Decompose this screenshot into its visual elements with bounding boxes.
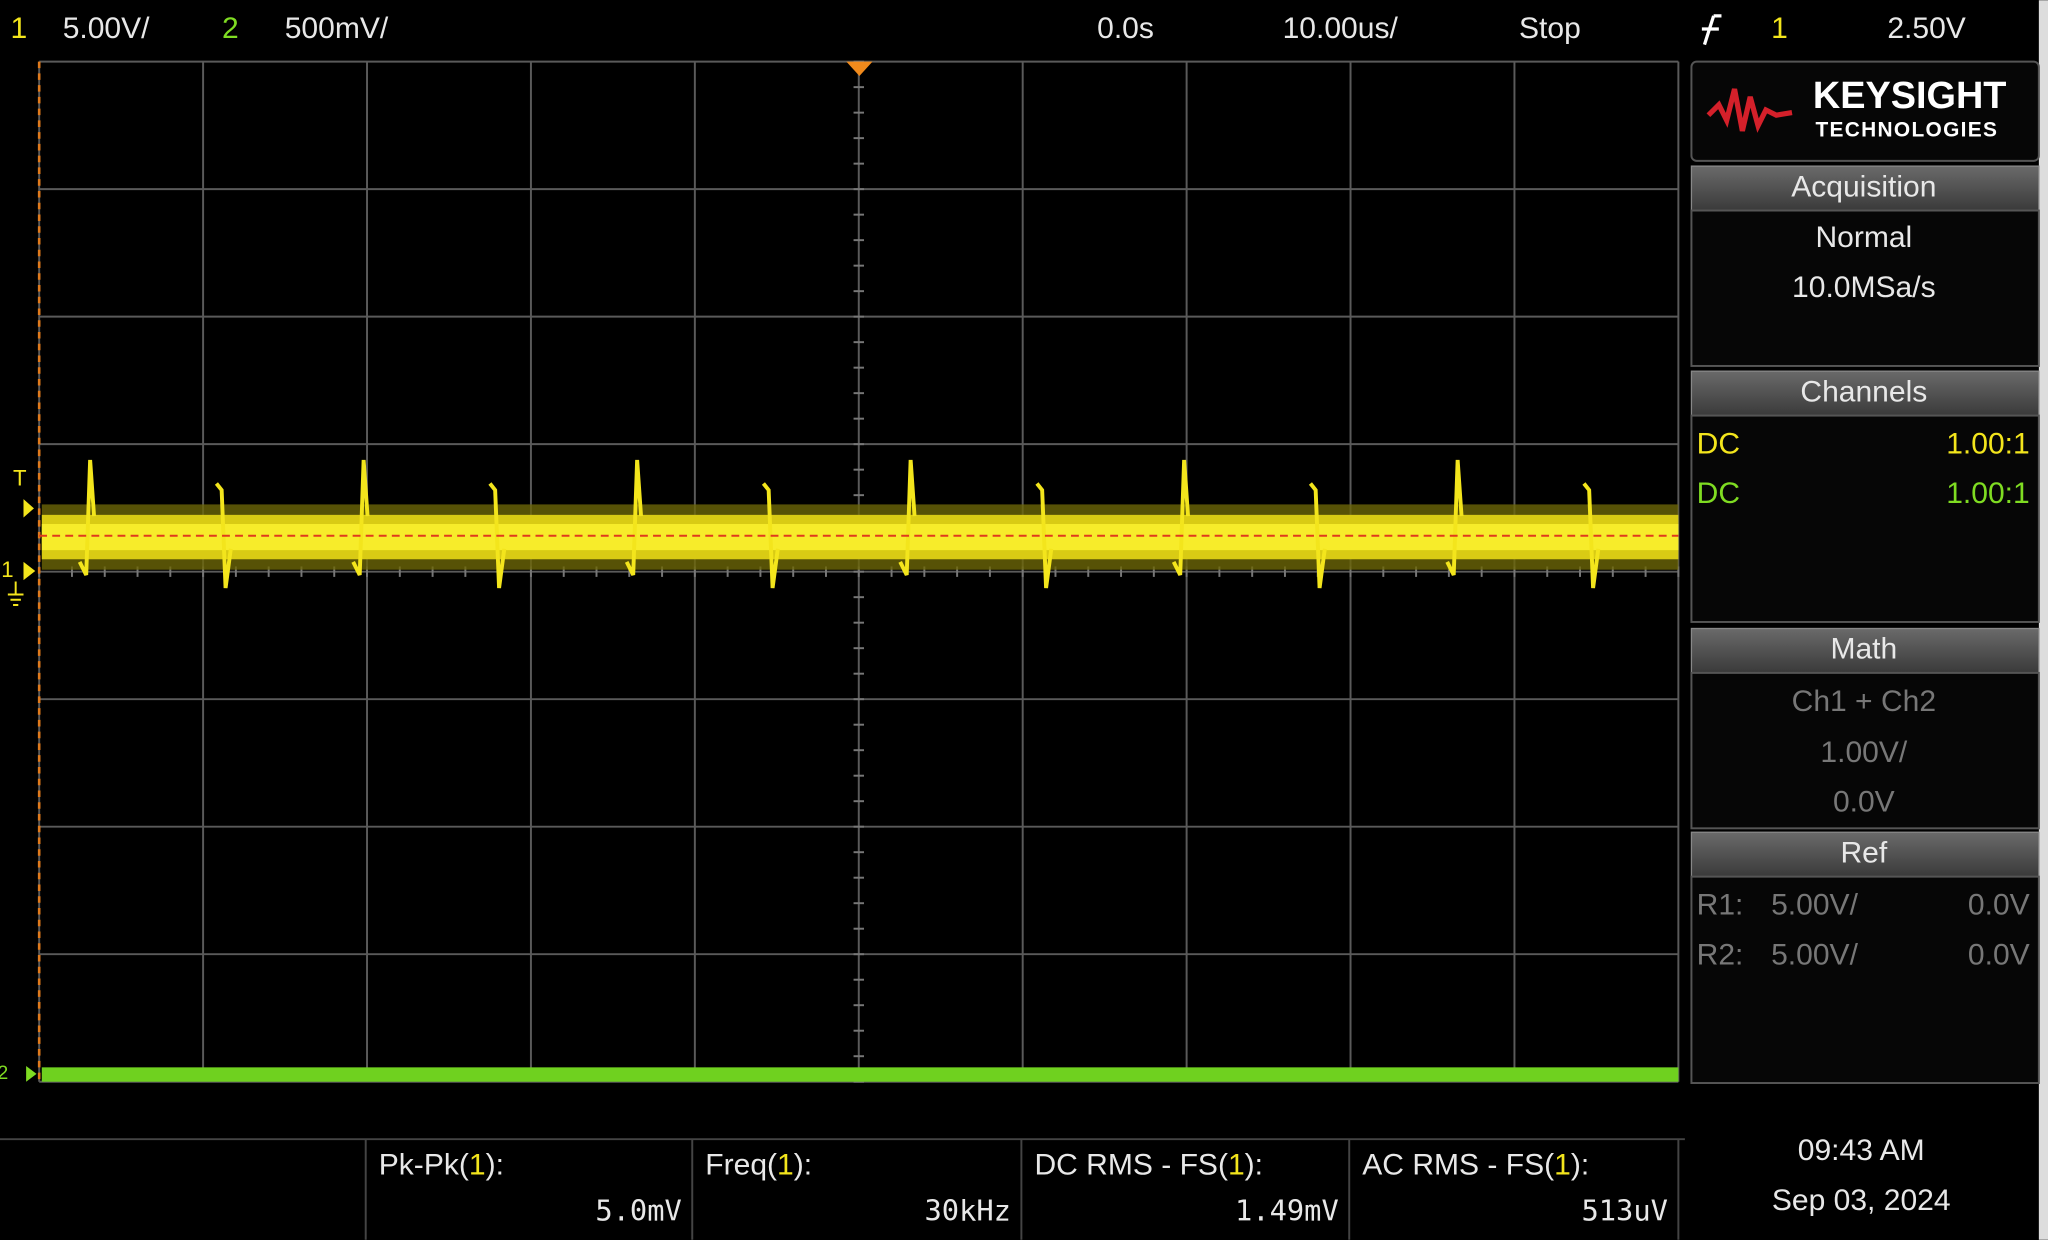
top-bar: 1 5.00V/ 2 500mV/ 0.0s 10.00us/ Stop 1 2…	[10, 12, 1965, 45]
ch1-marker: 1	[1, 557, 13, 582]
trigger-arrow	[23, 499, 34, 518]
ref-header[interactable]	[1690, 831, 2040, 878]
ch1-arrow	[23, 561, 36, 581]
measurement-label-source: 1	[469, 1149, 486, 1182]
measurement-label-prefix: AC RMS - FS(	[1362, 1149, 1554, 1182]
ch1-scale[interactable]: 5.00V/	[63, 12, 150, 45]
logo-wave	[1706, 88, 1793, 133]
measurement-label: AC RMS - FS(1):	[1362, 1149, 1589, 1182]
time-scale[interactable]: 10.00us/	[1283, 12, 1399, 45]
acquisition-header[interactable]	[1690, 165, 2040, 212]
math-scale: 1.00V/	[1820, 736, 1907, 769]
channels-header[interactable]	[1690, 370, 2040, 417]
ref-offset: 0.0V	[1968, 889, 2030, 922]
trigger-marker: T	[13, 465, 27, 490]
measurement-label-prefix: Freq(	[705, 1149, 777, 1182]
logo-sub: TECHNOLOGIES	[1816, 118, 1999, 141]
measurement-label-source: 1	[1228, 1149, 1245, 1182]
ch2-trace	[41, 1067, 1679, 1082]
measurement-label-suffix: ):	[1571, 1149, 1589, 1182]
measurement-label-suffix: ):	[486, 1149, 504, 1182]
channels-title: Channels	[1800, 375, 1927, 408]
measurement-label: Pk-Pk(1):	[379, 1149, 504, 1182]
clock-time: 09:43 AM	[1798, 1134, 1925, 1167]
measurement-value: 5.0mV	[595, 1193, 681, 1227]
ch2-coupling: DC	[1697, 477, 1740, 510]
logo-box	[1690, 60, 2040, 162]
acquisition-rate: 10.0MSa/s	[1792, 271, 1936, 304]
traces	[39, 459, 1679, 1082]
measurement-label-prefix: Pk-Pk(	[379, 1149, 469, 1182]
logo-brand: KEYSIGHT	[1813, 75, 2007, 117]
measurement-label-prefix: DC RMS - FS(	[1034, 1149, 1228, 1182]
ch2-label[interactable]: 2	[222, 12, 239, 45]
measurement-label: Freq(1):	[705, 1149, 812, 1182]
trigger-level[interactable]: 2.50V	[1887, 12, 1965, 45]
acquisition-body	[1690, 209, 2040, 367]
measurement-label-suffix: ):	[1245, 1149, 1263, 1182]
ch1-trace-core	[41, 524, 1679, 551]
ch1-label[interactable]: 1	[10, 12, 27, 45]
trigger-source[interactable]: 1	[1771, 12, 1788, 45]
ch2-arrow	[26, 1066, 37, 1082]
graticule	[38, 60, 1680, 1083]
measurement-label-suffix: ):	[794, 1149, 812, 1182]
measurement-value: 30kHz	[924, 1193, 1010, 1227]
ch2-scale[interactable]: 500mV/	[285, 12, 389, 45]
acquisition-title: Acquisition	[1791, 170, 1936, 203]
time-offset[interactable]: 0.0s	[1097, 12, 1154, 45]
clock-date: Sep 03, 2024	[1772, 1184, 1951, 1217]
math-offset: 0.0V	[1833, 785, 1895, 818]
measurement-value: 513uV	[1581, 1193, 1667, 1227]
measurement-value: 1.49mV	[1235, 1193, 1339, 1227]
math-body	[1690, 671, 2040, 830]
ch2-probe: 1.00:1	[1946, 477, 2030, 510]
measurement-label-source: 1	[1554, 1149, 1571, 1182]
ch2-marker: 2	[0, 1062, 8, 1084]
ref-offset: 0.0V	[1968, 938, 2030, 971]
measurement-label: DC RMS - FS(1):	[1034, 1149, 1263, 1182]
math-title: Math	[1830, 633, 1897, 666]
ref-label: R2:	[1697, 938, 1744, 971]
ch1-glitches	[77, 459, 1601, 589]
side-panel: KEYSIGHT TECHNOLOGIES Acquisition Normal…	[1690, 60, 2040, 1084]
trigger-edge-icon	[1701, 14, 1722, 46]
channels-body	[1690, 414, 2040, 623]
ref-label: R1:	[1697, 889, 1744, 922]
measurement-label-source: 1	[777, 1149, 794, 1182]
ref-title: Ref	[1840, 836, 1887, 869]
math-function: Ch1 + Ch2	[1792, 685, 1936, 718]
ref-scale: 5.00V/	[1771, 889, 1858, 922]
ch1-probe: 1.00:1	[1946, 428, 2030, 461]
acquisition-mode: Normal	[1815, 221, 1912, 254]
edge	[2038, 0, 2048, 1240]
run-state[interactable]: Stop	[1519, 12, 1581, 45]
ref-scale: 5.00V/	[1771, 938, 1858, 971]
ground-icon	[7, 581, 24, 606]
math-header[interactable]	[1690, 627, 2040, 674]
ref-body	[1690, 875, 2040, 1084]
trigger-position	[846, 61, 873, 76]
ch1-coupling: DC	[1697, 428, 1740, 461]
